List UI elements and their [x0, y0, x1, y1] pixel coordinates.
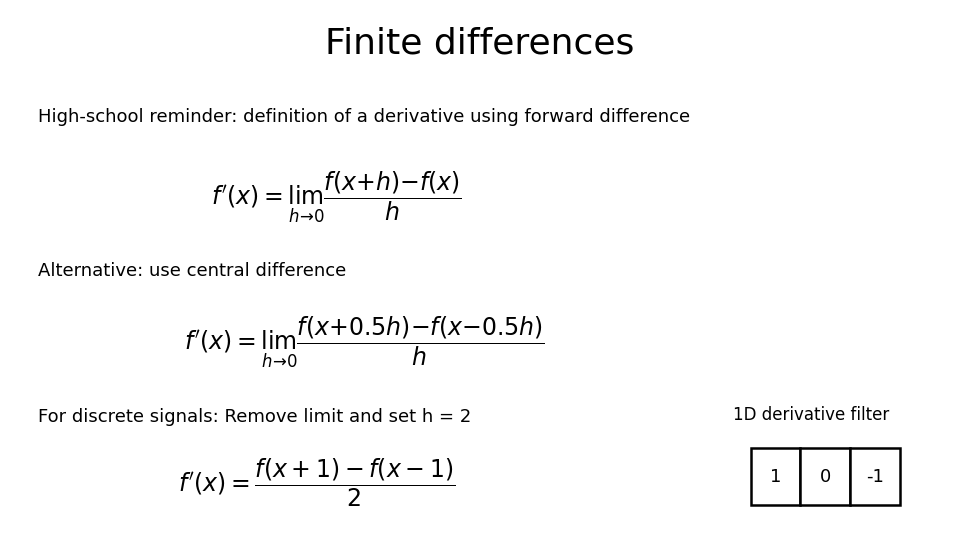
Text: Finite differences: Finite differences — [325, 27, 635, 61]
Text: $f'(x) = \lim_{h\to 0} \dfrac{f(x+h)-f(x)}{h}$: $f'(x) = \lim_{h\to 0} \dfrac{f(x+h)-f(x… — [210, 170, 462, 225]
Text: 1D derivative filter: 1D derivative filter — [733, 406, 889, 424]
Text: High-school reminder: definition of a derivative using forward difference: High-school reminder: definition of a de… — [38, 108, 690, 126]
Bar — [850, 448, 900, 505]
Text: Alternative: use central difference: Alternative: use central difference — [38, 262, 347, 280]
Text: 1: 1 — [770, 468, 781, 485]
Text: For discrete signals: Remove limit and set h = 2: For discrete signals: Remove limit and s… — [38, 408, 471, 426]
Text: $f'(x) = \lim_{h\to 0} \dfrac{f(x+0.5h)-f(x-0.5h)}{h}$: $f'(x) = \lim_{h\to 0} \dfrac{f(x+0.5h)-… — [184, 315, 545, 370]
Text: -1: -1 — [866, 468, 883, 485]
Bar — [751, 448, 801, 505]
Text: $f'(x) = \dfrac{f(x+1)-f(x-1)}{2}$: $f'(x) = \dfrac{f(x+1)-f(x-1)}{2}$ — [179, 457, 455, 509]
Text: 0: 0 — [820, 468, 830, 485]
Bar — [801, 448, 850, 505]
